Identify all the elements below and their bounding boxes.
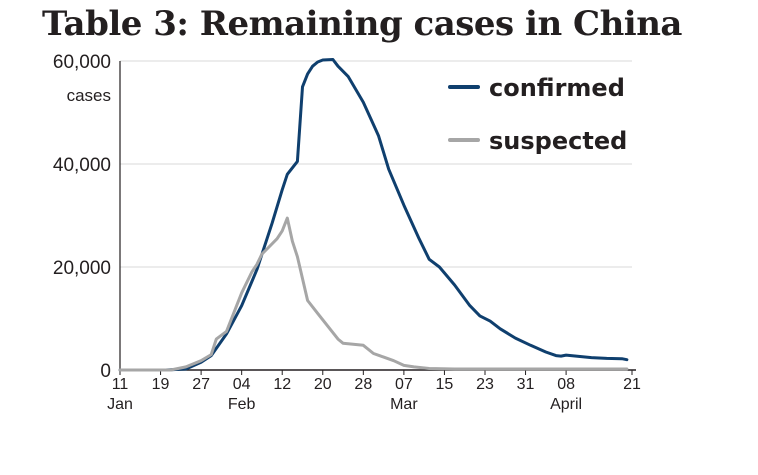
x-month-label: April (550, 396, 582, 413)
series-lines (118, 58, 629, 372)
y-tick-label: 60,000 (53, 52, 111, 73)
axes (119, 61, 636, 371)
grid-lines (120, 60, 632, 268)
x-tick-label: 08 (557, 376, 575, 393)
x-tick-label: 28 (354, 376, 372, 393)
y-axis-unit-label: cases (67, 86, 111, 105)
x-tick-label: 11 (112, 376, 129, 393)
x-tick-label: 15 (436, 376, 454, 393)
x-axis-ticks: 11 Jan 19 27 04 Feb 12 20 28 07 Mar 15 23 31 08 April 21 (107, 370, 641, 413)
x-tick-label: 27 (192, 376, 210, 393)
y-tick-label: 40,000 (53, 155, 111, 176)
legend: confirmed suspected (448, 74, 627, 155)
x-tick-label: 07 (395, 376, 413, 393)
series-line-confirmed (118, 58, 629, 372)
x-tick-label: 23 (476, 376, 494, 393)
x-tick-label: 04 (233, 376, 251, 393)
x-tick-label: 21 (623, 376, 641, 393)
x-month-label: Feb (228, 396, 256, 413)
legend-label-confirmed: confirmed (489, 74, 625, 102)
x-month-label: Jan (107, 396, 133, 413)
x-tick-label: 12 (273, 376, 291, 393)
chart-title: Table 3: Remaining cases in China (42, 4, 682, 44)
x-month-label: Mar (390, 396, 418, 413)
series-line-suspected (118, 216, 629, 372)
y-tick-label: 20,000 (53, 258, 111, 279)
x-tick-label: 31 (517, 376, 535, 393)
y-tick-label: 0 (100, 361, 111, 382)
legend-label-suspected: suspected (489, 127, 627, 155)
y-axis-ticks: 0 20,000 40,000 60,000 cases (53, 52, 111, 382)
x-tick-label: 19 (152, 376, 170, 393)
x-tick-label: 20 (314, 376, 332, 393)
